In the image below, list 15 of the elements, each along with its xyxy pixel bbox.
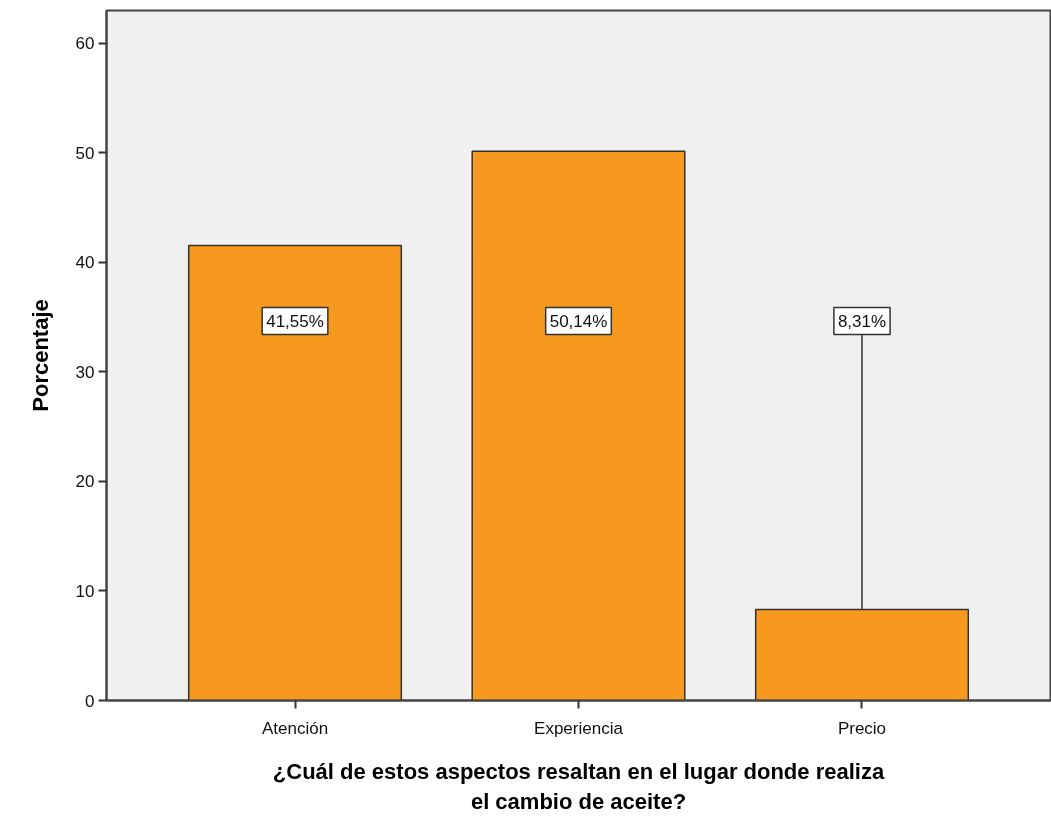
- x-tick-label: Experiencia: [534, 718, 624, 738]
- y-tick-label: 20: [75, 472, 95, 492]
- data-label: 8,31%: [837, 311, 887, 331]
- data-label: 50,14%: [549, 311, 608, 331]
- data-label: 41,55%: [266, 311, 324, 331]
- x-tick-label: Atención: [261, 718, 329, 738]
- y-axis-title: Porcentaje: [27, 299, 53, 412]
- y-tick-label: 30: [75, 362, 95, 382]
- y-tick-label: 10: [75, 581, 95, 601]
- y-tick-label: 50: [75, 143, 95, 163]
- x-tick-label: Precio: [837, 718, 887, 738]
- y-tick-label: 40: [75, 253, 95, 273]
- y-tick-label: 0: [85, 691, 95, 711]
- y-tick-label: 60: [75, 34, 95, 54]
- x-axis-title: ¿Cuál de estos aspectos resaltan en el lugar donde realiza el cambio de aceite?: [272, 758, 885, 814]
